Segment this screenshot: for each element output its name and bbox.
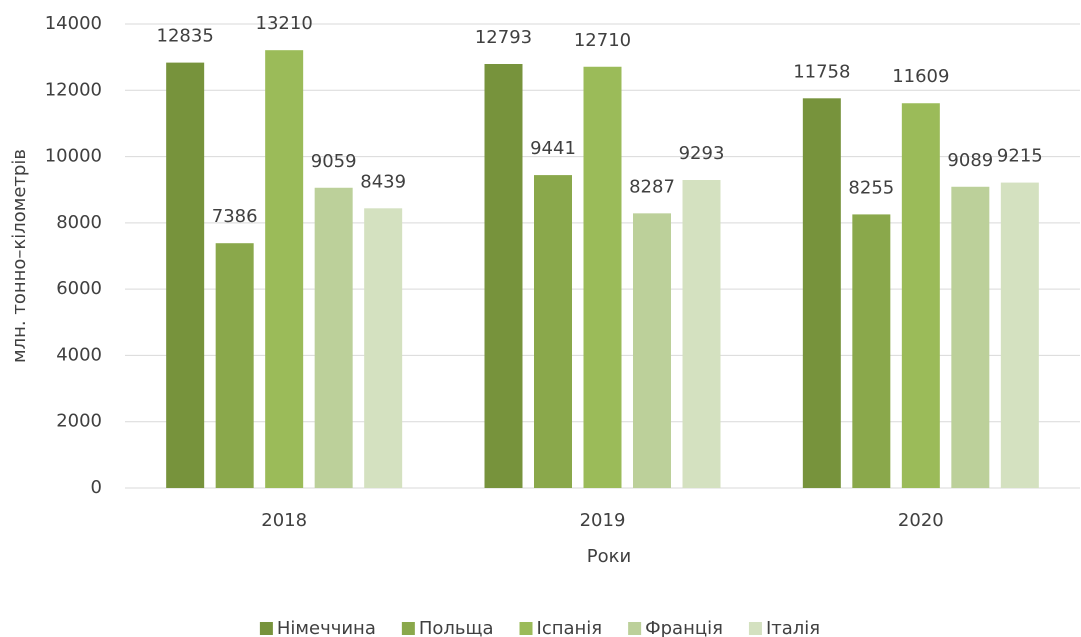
y-axis-title: млн. тонно–кілометрів bbox=[9, 149, 30, 363]
data-label: 7386 bbox=[212, 206, 258, 227]
y-tick-label: 10000 bbox=[45, 146, 102, 167]
data-label: 12793 bbox=[475, 27, 532, 48]
legend-swatch bbox=[259, 622, 273, 635]
x-tick-label: 2018 bbox=[261, 510, 307, 531]
data-label: 11609 bbox=[892, 66, 949, 87]
y-tick-label: 2000 bbox=[56, 411, 102, 432]
bar bbox=[265, 50, 304, 488]
legend-swatch bbox=[401, 622, 415, 635]
y-tick-label: 6000 bbox=[56, 278, 102, 299]
bar bbox=[951, 186, 990, 488]
data-label: 12710 bbox=[574, 30, 631, 51]
x-tick-label: 2020 bbox=[898, 510, 944, 531]
legend-label: Франція bbox=[645, 618, 723, 637]
data-label: 8439 bbox=[360, 171, 406, 192]
bar bbox=[364, 208, 403, 488]
bar bbox=[633, 213, 671, 488]
bar bbox=[802, 98, 841, 489]
data-label: 12835 bbox=[157, 26, 214, 47]
bar bbox=[534, 175, 572, 489]
bar bbox=[1000, 182, 1039, 489]
data-label: 9441 bbox=[530, 138, 576, 159]
legend-swatch bbox=[628, 622, 642, 635]
bar bbox=[852, 214, 891, 489]
data-label: 8287 bbox=[629, 176, 675, 197]
legend-swatch bbox=[748, 622, 762, 635]
bar bbox=[901, 103, 940, 488]
legend-swatch bbox=[519, 622, 533, 635]
legend-label: Італія bbox=[766, 618, 820, 637]
bar bbox=[314, 187, 353, 488]
legend-label: Іспанія bbox=[537, 618, 603, 637]
data-label: 13210 bbox=[256, 13, 313, 34]
x-axis-title: Роки bbox=[587, 546, 631, 567]
bar bbox=[682, 180, 721, 489]
data-label: 9059 bbox=[311, 151, 357, 172]
x-tick-label: 2019 bbox=[580, 510, 626, 531]
bar bbox=[166, 62, 205, 489]
y-tick-label: 4000 bbox=[56, 344, 102, 365]
data-label: 9089 bbox=[947, 150, 993, 171]
bar bbox=[484, 64, 523, 489]
y-tick-label: 0 bbox=[91, 477, 102, 498]
y-tick-label: 12000 bbox=[45, 79, 102, 100]
y-tick-label: 14000 bbox=[45, 13, 102, 34]
data-label: 9293 bbox=[679, 143, 725, 164]
y-tick-label: 8000 bbox=[56, 212, 102, 233]
legend-label: Німеччина bbox=[277, 618, 376, 637]
data-label: 11758 bbox=[793, 61, 850, 82]
bar bbox=[215, 243, 254, 488]
data-label: 9215 bbox=[997, 146, 1043, 167]
data-label: 8255 bbox=[848, 177, 894, 198]
bar bbox=[583, 66, 622, 489]
legend-label: Польща bbox=[419, 618, 494, 637]
